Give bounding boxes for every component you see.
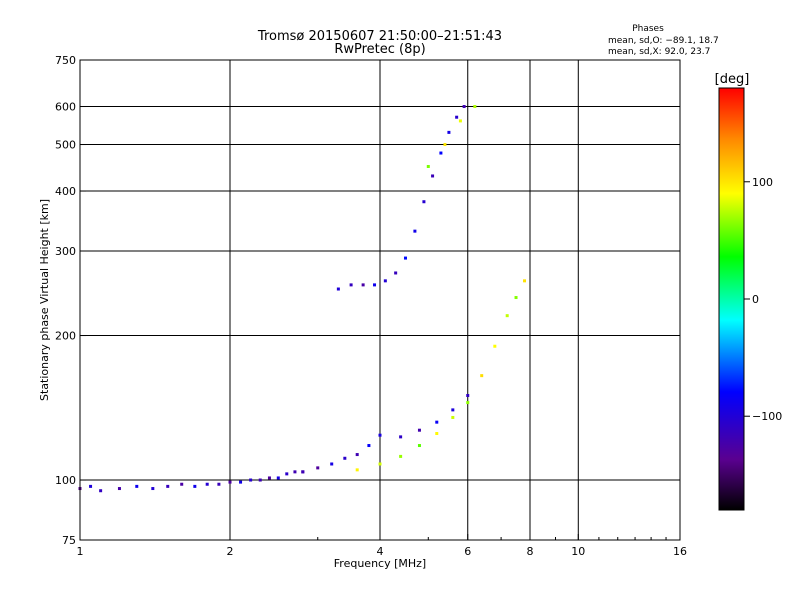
y-tick-label: 400 bbox=[55, 185, 76, 198]
scatter-point bbox=[285, 472, 289, 476]
chart-title: Tromsø 20150607 21:50:00–21:51:43 bbox=[257, 29, 502, 44]
scatter-point bbox=[443, 143, 447, 147]
x-tick-label: 4 bbox=[377, 545, 384, 558]
scatter-point bbox=[249, 478, 253, 482]
phase-stats-x: mean, sd,X: 92.0, 23.7 bbox=[608, 47, 710, 57]
scatter-point bbox=[422, 200, 426, 204]
scatter-point bbox=[355, 468, 359, 472]
scatter-point bbox=[399, 435, 403, 439]
scatter-point bbox=[301, 470, 305, 474]
scatter-point bbox=[361, 283, 365, 287]
colorbar-tick-label: 0 bbox=[752, 293, 759, 306]
x-tick-label: 2 bbox=[227, 545, 234, 558]
scatter-point bbox=[349, 283, 353, 287]
colorbar-tick-label: 100 bbox=[752, 176, 773, 189]
y-axis-ticks: 75 100 200 300 400 500 600 750 bbox=[55, 54, 86, 547]
x-tick-label: 10 bbox=[571, 545, 585, 558]
chart-subtitle: RwPretec (8p) bbox=[334, 42, 425, 57]
scatter-point bbox=[505, 314, 509, 318]
scatter-point bbox=[394, 271, 398, 275]
colorbar-unit: [deg] bbox=[715, 72, 750, 87]
scatter-point bbox=[267, 476, 271, 480]
y-tick-label: 300 bbox=[55, 245, 76, 258]
scatter-point bbox=[493, 344, 497, 348]
scatter-point bbox=[343, 456, 347, 460]
scatter-point bbox=[451, 415, 455, 419]
scatter-point bbox=[383, 279, 387, 283]
scatter-point bbox=[378, 462, 382, 466]
scatter-point bbox=[480, 374, 484, 378]
scatter-point bbox=[439, 151, 443, 155]
y-tick-label: 100 bbox=[55, 474, 76, 487]
scatter-point bbox=[228, 480, 232, 484]
x-tick-label: 1 bbox=[77, 545, 84, 558]
phase-stats-o: mean, sd,O: −89.1, 18.7 bbox=[608, 36, 719, 46]
scatter-point bbox=[355, 453, 359, 457]
x-tick-label: 16 bbox=[673, 545, 687, 558]
scatter-point bbox=[417, 428, 421, 432]
scatter-point bbox=[466, 394, 470, 398]
scatter-point bbox=[99, 489, 103, 493]
scatter-point bbox=[458, 119, 462, 123]
scatter-point bbox=[462, 105, 466, 109]
scatter-point bbox=[239, 480, 243, 484]
y-tick-label: 75 bbox=[62, 534, 76, 547]
colorbar-tick-label: −100 bbox=[752, 410, 782, 423]
scatter-point bbox=[217, 482, 221, 486]
scatter-point bbox=[399, 454, 403, 458]
y-tick-label: 200 bbox=[55, 330, 76, 343]
scatter-point bbox=[435, 432, 439, 436]
scatter-point bbox=[205, 482, 209, 486]
scatter-point bbox=[330, 462, 334, 466]
scatter-point bbox=[258, 478, 262, 482]
scatter-point bbox=[117, 487, 121, 491]
scatter-point bbox=[336, 287, 340, 291]
y-tick-label: 500 bbox=[55, 139, 76, 152]
scatter-point bbox=[193, 484, 197, 488]
scatter-point bbox=[89, 484, 93, 488]
scatter-point bbox=[276, 476, 280, 480]
scatter-point bbox=[523, 279, 527, 283]
colorbar-ticks: 100 0 −100 bbox=[744, 176, 782, 423]
scatter-point bbox=[316, 466, 320, 470]
scatter-point bbox=[431, 174, 435, 178]
x-axis-ticks: 1 2 4 6 8 10 16 bbox=[77, 534, 687, 558]
x-axis-label: Frequency [MHz] bbox=[334, 557, 426, 570]
scatter-point bbox=[435, 420, 439, 424]
scatter-point bbox=[451, 408, 455, 412]
y-tick-label: 750 bbox=[55, 54, 76, 67]
scatter-point bbox=[417, 444, 421, 448]
scatter-point bbox=[403, 256, 407, 260]
scatter-point bbox=[293, 470, 297, 474]
scatter-point bbox=[373, 283, 377, 287]
scatter-points bbox=[78, 105, 527, 493]
scatter-point bbox=[514, 296, 518, 300]
scatter-point bbox=[367, 444, 371, 448]
scatter-point bbox=[413, 229, 417, 233]
scatter-point bbox=[180, 482, 184, 486]
y-axis-label: Stationary phase Virtual Height [km] bbox=[38, 199, 51, 401]
plot-grid bbox=[80, 60, 680, 540]
scatter-point bbox=[166, 484, 170, 488]
scatter-point bbox=[455, 115, 459, 119]
scatter-point bbox=[151, 487, 155, 491]
scatter-point bbox=[473, 105, 477, 109]
y-tick-label: 600 bbox=[55, 101, 76, 114]
x-tick-label: 6 bbox=[464, 545, 471, 558]
scatter-point bbox=[378, 433, 382, 437]
scatter-point bbox=[466, 401, 470, 405]
colorbar bbox=[718, 87, 745, 511]
x-tick-label: 8 bbox=[527, 545, 534, 558]
scatter-point bbox=[447, 130, 451, 134]
phase-stats-heading: Phases bbox=[632, 24, 664, 34]
scatter-point bbox=[426, 164, 430, 168]
scatter-point bbox=[135, 484, 139, 488]
